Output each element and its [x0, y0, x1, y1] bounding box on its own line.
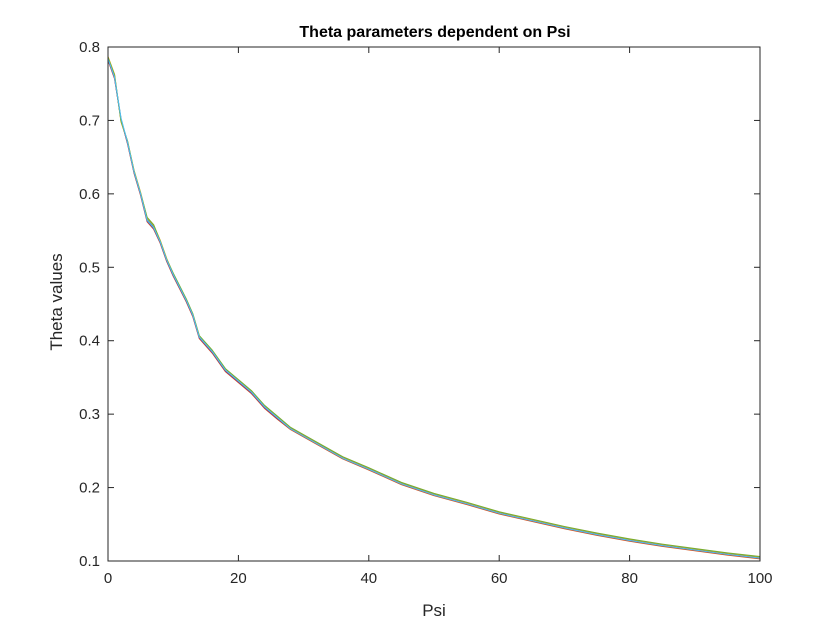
- plot-background: [108, 47, 760, 561]
- series-layer: [107, 56, 761, 560]
- y-tick-label: 0.2: [79, 480, 100, 497]
- y-tick-label: 0.1: [79, 553, 100, 570]
- y-tick-label: 0.7: [79, 112, 100, 129]
- x-tick-label: 20: [230, 570, 247, 587]
- y-axis: 0.1 0.2 0.3 0.4 0.5 0.6 0.7 0.8: [79, 39, 760, 570]
- x-tick-label: 60: [491, 570, 508, 587]
- x-tick-label: 80: [621, 570, 638, 587]
- x-tick-label: 40: [360, 570, 377, 587]
- chart-title: Theta parameters dependent on Psi: [299, 24, 570, 41]
- x-axis: 0 20 40 60 80 100: [104, 47, 773, 587]
- y-tick-label: 0.3: [79, 406, 100, 423]
- series-line-6: [107, 58, 761, 559]
- y-tick-label: 0.4: [79, 333, 100, 350]
- x-axis-label: Psi: [422, 601, 446, 620]
- y-tick-label: 0.8: [79, 39, 100, 56]
- axes-box: [107, 46, 761, 562]
- x-tick-label: 100: [747, 570, 772, 587]
- y-tick-label: 0.6: [79, 186, 100, 203]
- plot-area: 0 20 40 60 80 100 0.1 0.2 0.3 0.4 0.5 0.6 0.7 0.8: [79, 39, 772, 587]
- y-axis-label: Theta values: [47, 253, 66, 350]
- y-tick-label: 0.5: [79, 259, 100, 276]
- x-tick-label: 0: [104, 570, 112, 587]
- series-line-5: [107, 57, 761, 558]
